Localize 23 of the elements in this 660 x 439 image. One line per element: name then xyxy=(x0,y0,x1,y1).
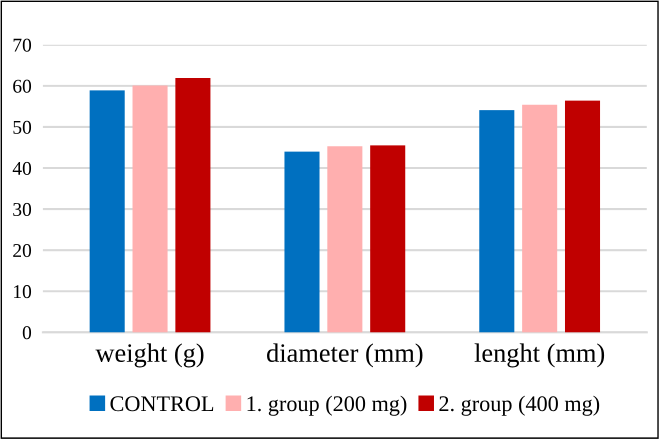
y-tick-label: 0 xyxy=(22,326,32,340)
x-tick-label: diameter (mm) xyxy=(267,343,422,368)
y-tick-label: 10 xyxy=(14,285,32,298)
bar xyxy=(564,100,600,332)
bar xyxy=(284,152,320,332)
y-tick-label: 30 xyxy=(13,202,32,216)
y-tick-label: 70 xyxy=(14,38,32,52)
y-tick-label: 20 xyxy=(13,244,32,258)
x-tick-label: weight (g) xyxy=(95,343,204,368)
y-tick-label: 50 xyxy=(13,120,32,134)
bar xyxy=(132,85,168,332)
y-tick-label: 60 xyxy=(13,80,32,93)
bar xyxy=(370,145,406,332)
bar xyxy=(175,78,210,332)
legend-label: 2. group (400 mg) xyxy=(439,396,600,416)
bar xyxy=(90,90,125,332)
legend-label: CONTROL xyxy=(110,396,214,412)
bar xyxy=(327,146,362,332)
legend-label: 1. group (200 mg) xyxy=(248,396,406,416)
bar xyxy=(479,110,514,332)
y-tick-label: 40 xyxy=(12,162,32,175)
x-tick-label: lenght (mm) xyxy=(474,343,604,368)
bar xyxy=(522,104,558,332)
